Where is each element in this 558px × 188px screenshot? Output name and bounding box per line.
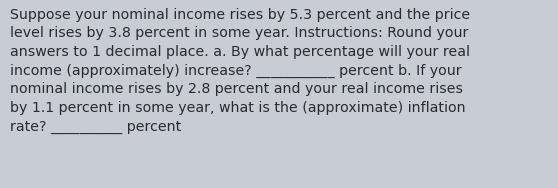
Text: Suppose your nominal income rises by 5.3 percent and the price
level rises by 3.: Suppose your nominal income rises by 5.3… bbox=[10, 8, 470, 133]
